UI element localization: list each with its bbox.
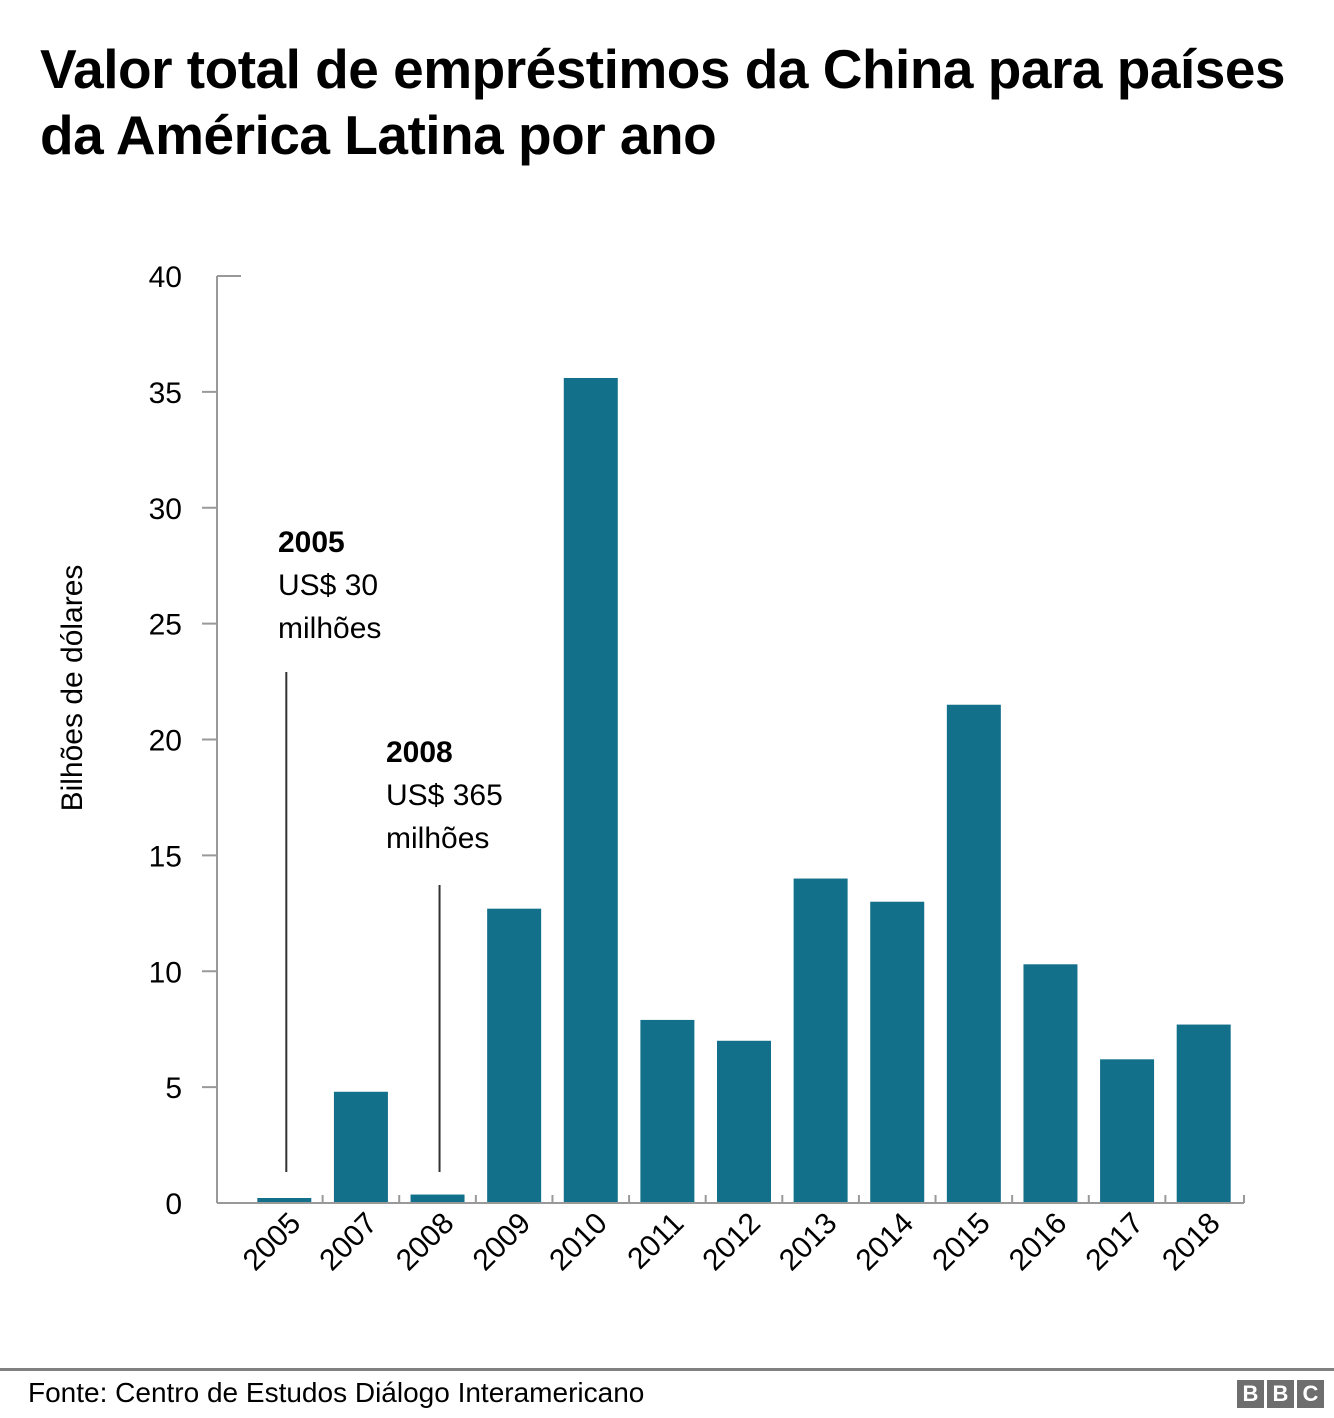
y-tick-label: 0: [165, 1188, 182, 1221]
x-tick-label: 2008: [390, 1207, 461, 1278]
y-tick-label: 10: [149, 956, 182, 989]
bar-2012: [717, 1040, 771, 1203]
y-axis: 0 5 10 15 20 25 30 35 40: [149, 261, 241, 1221]
bar-2018: [1176, 1024, 1231, 1203]
x-tick-label: 2009: [467, 1207, 538, 1278]
x-tick-label: 2014: [850, 1207, 921, 1278]
bar-2013: [793, 878, 848, 1203]
bar-2015: [946, 704, 1001, 1203]
x-tick-label: 2010: [543, 1207, 614, 1278]
x-tick-label: 2018: [1156, 1207, 1227, 1278]
bbc-logo-letter: B: [1267, 1380, 1294, 1408]
x-tick-label: 2005: [237, 1207, 308, 1278]
annotation-unit: milhões: [278, 612, 381, 645]
x-axis: 2005 2007 2008 2009 2010 2011 2012 2013 2014 2015…: [217, 1195, 1245, 1278]
source-note: Fonte: Centro de Estudos Diálogo Interam…: [28, 1377, 645, 1408]
x-tick-label: 2007: [313, 1207, 384, 1278]
x-tick-label: 2015: [926, 1207, 997, 1278]
x-tick-label: 2011: [621, 1207, 690, 1276]
y-tick-label: 40: [149, 261, 182, 294]
y-tick-label: 35: [149, 377, 182, 410]
bar-2016: [1023, 964, 1078, 1203]
annotations: 2005 US$ 30 milhões 2008 US$ 365 milhões: [278, 526, 503, 1172]
x-tick-label: 2012: [696, 1207, 767, 1278]
y-axis-label: Bilhões de dólares: [56, 565, 89, 812]
bbc-logo-letter: B: [1237, 1380, 1264, 1408]
x-tick-label: 2016: [1003, 1207, 1074, 1278]
annotation-year: 2005: [278, 526, 345, 559]
annotation-year: 2008: [386, 736, 453, 769]
bar-2017: [1100, 1059, 1155, 1203]
annotation-amount: US$ 30: [278, 569, 378, 602]
bar-2009: [487, 908, 542, 1203]
bar-2014: [870, 901, 925, 1203]
bars: [257, 377, 1231, 1204]
bbc-logo: B B C: [1237, 1380, 1324, 1408]
footer-divider: [0, 1368, 1334, 1371]
bar-2010: [563, 377, 618, 1204]
bbc-logo-letter: C: [1297, 1380, 1324, 1408]
annotation-unit: milhões: [386, 822, 489, 855]
y-tick-label: 25: [149, 609, 182, 642]
y-tick-label: 20: [149, 725, 182, 758]
x-tick-label: 2013: [773, 1207, 844, 1278]
y-tick-label: 30: [149, 493, 182, 526]
annotation-amount: US$ 365: [386, 779, 503, 812]
bar-2008: [410, 1194, 465, 1203]
bar-2011: [640, 1019, 695, 1203]
bar-2005: [257, 1198, 312, 1203]
x-tick-label: 2017: [1079, 1207, 1150, 1278]
y-tick-label: 5: [165, 1072, 182, 1105]
bar-2007: [333, 1091, 388, 1203]
y-tick-label: 15: [149, 840, 182, 873]
chart-title: Valor total de empréstimos da China para…: [40, 38, 1286, 166]
